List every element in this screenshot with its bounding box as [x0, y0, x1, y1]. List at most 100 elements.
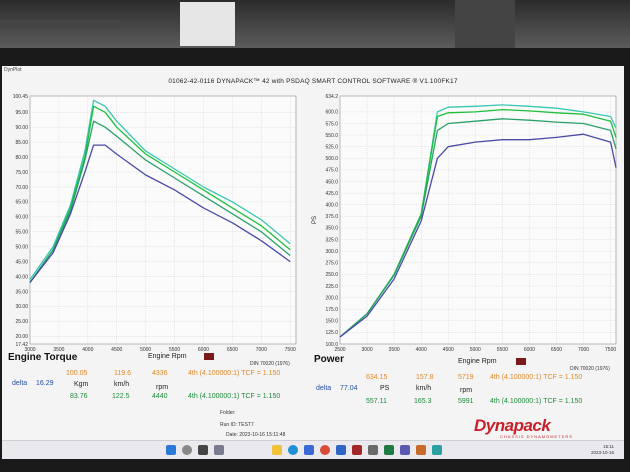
app-icon-3[interactable]: [432, 445, 442, 455]
power-row2-gear: 4th (4.100000:1) TCF = 1.150: [490, 398, 583, 405]
edge-browser-icon[interactable]: [288, 445, 298, 455]
chart0-y-tick-label: 50.00: [15, 244, 28, 250]
dyno-app-icon[interactable]: [352, 445, 362, 455]
torque-row2-speed: 122.5: [112, 393, 130, 400]
chart0-x-tick-label: 3500: [53, 347, 64, 353]
chart1-x-tick-label: 4000: [416, 347, 427, 353]
mail-icon[interactable]: [336, 445, 346, 455]
chart0-y-tick-label: 45.00: [15, 259, 28, 265]
chart1-x-tick-label: 2500: [334, 347, 345, 353]
chart0-y-tick-label: 90.00: [15, 125, 28, 131]
clock-date: 2023-10-16: [590, 450, 614, 455]
torque-unit-kgm: Kgm: [74, 381, 89, 388]
torque-delta-value: 16.29: [36, 380, 54, 387]
search-icon[interactable]: [182, 445, 192, 455]
power-unit-rpm: rpm: [460, 387, 473, 394]
chart1-series-3-line: [339, 133, 617, 338]
chart0-series-1-line: [29, 105, 291, 283]
chart1-y-tick-label: 100.0: [325, 342, 338, 348]
power-row1-rpm: 5719: [458, 374, 474, 381]
chart1-y-tick-label: 525.0: [325, 144, 338, 150]
chart1-y-tick-label: 550.0: [325, 133, 338, 139]
chart1-y-tick-label: 375.0: [325, 214, 338, 220]
chart1-x-tick-label: 3500: [389, 347, 400, 353]
power-panel-title: Power: [314, 354, 345, 365]
chart1-x-tick-label: 6500: [551, 347, 562, 353]
file-explorer-icon[interactable]: [272, 445, 282, 455]
chart0-x-tick-label: 5500: [169, 347, 180, 353]
chart0-y-tick-label: 35.00: [15, 289, 28, 295]
settings-icon[interactable]: [368, 445, 378, 455]
dynapack-subtitle: CHASSIS DYNAMOMETERS: [500, 434, 573, 439]
torque-xlabel: Engine Rpm: [148, 353, 187, 360]
power-xlabel: Engine Rpm: [458, 358, 497, 365]
chart1-x-tick-label: 7500: [605, 347, 616, 353]
clock-time: 15:11: [603, 444, 614, 449]
chart1-y-tick-label: 350.0: [325, 226, 338, 232]
chart0-y-tick-label: 55.00: [15, 230, 28, 236]
power-row1-speed: 157.8: [416, 374, 434, 381]
windows-start-icon[interactable]: [166, 445, 176, 455]
chart1-y-tick-label: 475.0: [325, 168, 338, 174]
chart0-y-tick-label: 95.00: [15, 110, 28, 116]
task-view-icon[interactable]: [198, 445, 208, 455]
power-unit-ps: PS: [380, 385, 390, 392]
chart1-y-tick-label: 300.0: [325, 249, 338, 255]
torque-row1-value: 100.05: [66, 370, 88, 377]
chart1-plot-area: [339, 95, 617, 345]
power-rpm-dropdown[interactable]: [516, 358, 526, 365]
chart1-y-tick-label: 634.2: [325, 94, 338, 100]
power-delta-label: delta: [316, 385, 332, 392]
system-clock[interactable]: 15:11 2023-10-16: [591, 444, 614, 456]
chart1-x-tick-label: 4500: [443, 347, 454, 353]
chrome-icon[interactable]: [320, 445, 330, 455]
chart1-y-tick-label: 425.0: [325, 191, 338, 197]
chart0-y-tick-label: 80.00: [15, 155, 28, 161]
chart0-y-tick-label: 30.00: [15, 304, 28, 310]
torque-chart: 3000 3500 4000 4500 5000 5500 6000 6500 7000 7500…: [13, 94, 297, 353]
chart0-y-tick-label: 40.00: [15, 274, 28, 280]
torque-row1-speed: 119.6: [114, 370, 131, 377]
excel-icon[interactable]: [384, 445, 394, 455]
power-row2-rpm: 5991: [458, 398, 474, 405]
chart1-x-tick-label: 7000: [578, 347, 589, 353]
power-row1-value: 634.15: [366, 374, 388, 381]
chart0-y-tick-label: 70.00: [15, 185, 28, 191]
chart1-x-tick-label: 5500: [497, 347, 508, 353]
power-row2-speed: 165.3: [414, 398, 432, 405]
chart1-y-tick-label: 600.0: [325, 110, 338, 116]
chart0-y-tick-label: 25.00: [15, 319, 28, 325]
app-icon[interactable]: [400, 445, 410, 455]
chart0-y-tick-label: 20.00: [15, 334, 28, 340]
app-icon-2[interactable]: [416, 445, 426, 455]
chart1-y-tick-label: 125.0: [325, 330, 338, 336]
chart1-x-tick-label: 3000: [361, 347, 372, 353]
app-title: DynPlot: [4, 67, 22, 73]
chart1-y-tick-label: 150.0: [325, 319, 338, 325]
chart0-x-tick-label: 7000: [256, 347, 267, 353]
chart0-y-tick-label: 17.42: [15, 342, 28, 348]
chart0-y-tick-label: 75.00: [15, 170, 28, 176]
chart1-y-tick-label: 500.0: [325, 156, 338, 162]
power-row1-gear: 4th (4.100000:1) TCF = 1.150: [490, 374, 583, 381]
dynapack-logo: Dynapack: [474, 416, 551, 435]
chart0-x-tick-label: 5000: [140, 347, 151, 353]
torque-panel-title: Engine Torque: [8, 352, 78, 363]
chart0-x-tick-label: 3000: [24, 347, 35, 353]
chart0-x-tick-label: 7500: [285, 347, 296, 353]
widgets-icon[interactable]: [214, 445, 224, 455]
torque-row1-gear: 4th (4.100000:1) TCF = 1.150: [188, 370, 281, 377]
chart1-y-axis-label: PS: [312, 216, 318, 224]
window-header: 01062-42-0116 DYNAPACK™ 42 with PSDAQ SM…: [168, 78, 458, 85]
chart1-series-2-line: [339, 118, 617, 338]
torque-row2-value: 83.76: [70, 393, 88, 400]
chart1-y-tick-label: 250.0: [325, 272, 338, 278]
chart1-y-tick-label: 175.0: [325, 307, 338, 313]
torque-rpm-dropdown[interactable]: [204, 353, 214, 360]
chart1-y-tick-label: 275.0: [325, 261, 338, 267]
power-din: DIN 70020 (1976): [570, 366, 610, 372]
store-icon[interactable]: [304, 445, 314, 455]
chart0-series-3-line: [29, 144, 291, 283]
torque-row2-rpm: 4440: [152, 393, 168, 400]
chart0-x-tick-label: 6500: [227, 347, 238, 353]
